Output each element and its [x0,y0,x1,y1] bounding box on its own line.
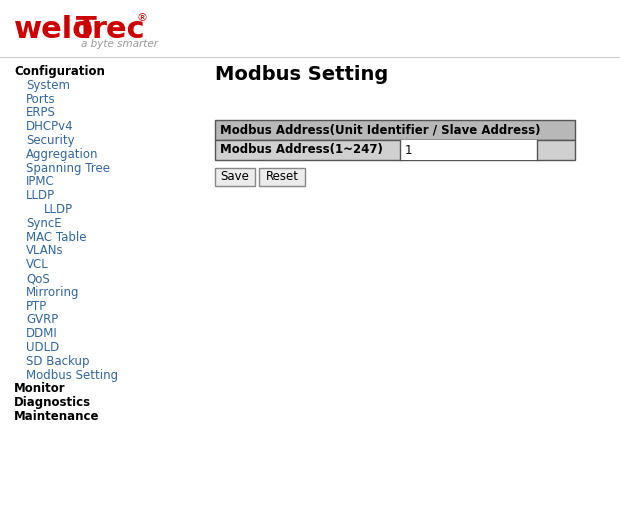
Text: ERPS: ERPS [26,107,56,119]
Text: Save: Save [221,170,249,183]
Text: VLANs: VLANs [26,245,64,258]
Text: Spanning Tree: Spanning Tree [26,162,110,175]
Text: GVRP: GVRP [26,314,58,327]
Text: SD Backup: SD Backup [26,355,89,368]
Text: SyncE: SyncE [26,217,61,230]
Text: T: T [76,15,97,44]
Text: VCL: VCL [26,258,49,271]
Text: Security: Security [26,134,74,147]
Text: rec: rec [92,15,146,44]
Text: Mirroring: Mirroring [26,286,79,299]
Text: Modbus Setting: Modbus Setting [215,65,388,84]
Text: Diagnostics: Diagnostics [14,396,91,409]
Bar [259,168,305,186]
Text: Modbus Address(Unit Identifier / Slave Address): Modbus Address(Unit Identifier / Slave A… [220,124,541,136]
Text: Configuration: Configuration [14,65,105,78]
Text: MAC Table: MAC Table [26,231,87,244]
Text: a byte smarter: a byte smarter [81,39,158,49]
Text: QoS: QoS [26,272,50,285]
Text: welo: welo [14,15,94,44]
Text: Modbus Setting: Modbus Setting [26,369,118,382]
Bar [215,168,255,186]
Text: PTP: PTP [26,300,47,313]
Text: LLDP: LLDP [44,203,73,216]
Bar [215,120,575,140]
Text: Ports: Ports [26,93,56,106]
Text: LLDP: LLDP [26,189,55,202]
Text: DDMI: DDMI [26,327,58,340]
Bar [401,140,537,160]
Text: Monitor: Monitor [14,383,66,396]
Text: Modbus Address(1~247): Modbus Address(1~247) [220,144,383,157]
Bar [215,140,575,160]
Text: ®: ® [136,13,147,23]
Text: System: System [26,79,70,92]
Text: UDLD: UDLD [26,341,60,354]
Text: Aggregation: Aggregation [26,148,99,161]
Text: Reset: Reset [265,170,298,183]
Text: 1: 1 [404,144,412,157]
Text: DHCPv4: DHCPv4 [26,120,74,133]
Text: IPMC: IPMC [26,176,55,188]
Text: Maintenance: Maintenance [14,410,99,423]
